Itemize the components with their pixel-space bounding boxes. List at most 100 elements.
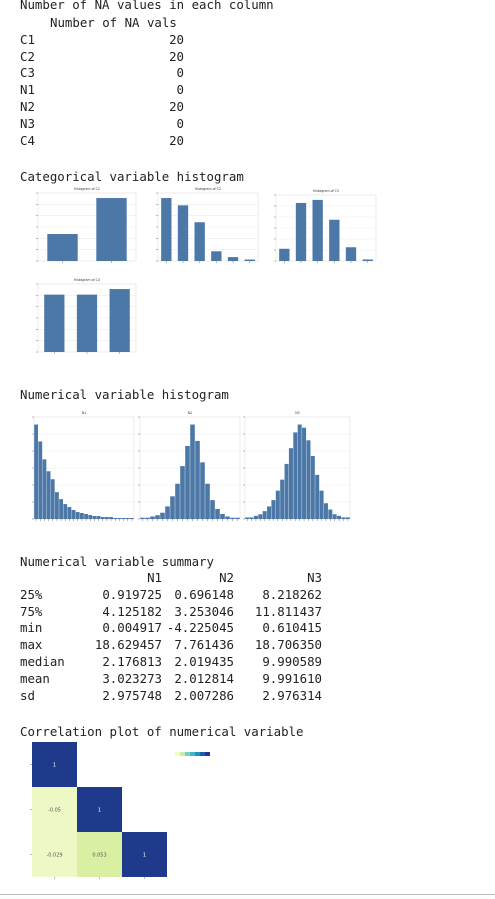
summary-table-row: 25% 0.919725 0.696148 8.218262 [20, 587, 322, 604]
summary-table: N1 N2 N3 25% 0.919725 0.696148 8.218262 75% 4.1… [20, 570, 322, 704]
histogram-bar [194, 222, 205, 261]
histogram-bar [185, 445, 190, 519]
correlation-heatmap: 1 -0.05 1 -0.029 0.053 1 [30, 742, 210, 879]
histogram-bar [47, 234, 78, 261]
summary-cell: -4.225045 [166, 620, 234, 636]
summary-section-title: Numerical variable summary [20, 554, 214, 569]
na-table-row: N1 0 [20, 82, 184, 99]
heatmap-cell-fill [32, 787, 77, 832]
histogram-bar [96, 516, 101, 519]
summary-cell: 2.007286 [174, 687, 234, 703]
histogram-bar [88, 515, 93, 519]
histogram-bar [34, 424, 38, 519]
panel-title: Histogram of C2 [195, 187, 221, 191]
bottom-divider [0, 894, 495, 895]
summary-cell: 4.125182 [102, 603, 162, 619]
na-row-value: 20 [169, 98, 184, 114]
histogram-bar [235, 517, 240, 519]
histogram-bar [244, 259, 255, 261]
summary-cell: 8.218262 [262, 586, 322, 602]
heatmap-cell: 1 [122, 832, 167, 877]
na-table-row: C2 20 [20, 49, 184, 66]
histogram-bar [200, 462, 205, 519]
na-table-row: C1 20 [20, 32, 184, 49]
histogram-bar [84, 514, 88, 519]
histogram-bar [293, 432, 298, 519]
histogram-bar [100, 517, 105, 519]
heatmap-cell-fill [122, 832, 167, 877]
na-row-name: C3 [20, 65, 35, 81]
histogram-bar [180, 466, 185, 519]
summary-cell: 18.629457 [94, 637, 162, 653]
histogram-panel: Histogram of C3 [274, 189, 377, 263]
histogram-bar [362, 259, 373, 261]
na-row-value: 0 [176, 82, 184, 98]
summary-cell: 2.019435 [174, 653, 234, 669]
histogram-bar [275, 490, 280, 519]
histogram-bar [306, 440, 311, 519]
histogram-bar [67, 507, 72, 519]
correlation-section-title: Correlation plot of numerical variable [20, 724, 304, 739]
histogram-bar [310, 456, 315, 519]
histogram-bar [42, 459, 47, 519]
legend-swatch [200, 752, 205, 756]
na-section-title: Number of NA values in each column [20, 0, 274, 12]
histogram-bar [96, 198, 127, 261]
summary-cell: 3.253046 [174, 603, 234, 619]
summary-stat-label: sd [20, 687, 35, 703]
histogram-bar [161, 198, 172, 261]
histogram-bar [117, 518, 122, 519]
na-table-header: Number of NA vals [50, 15, 177, 30]
summary-stat-label: mean [20, 670, 50, 686]
na-table-row: N3 0 [20, 116, 184, 133]
summary-cell: 2.976314 [262, 687, 322, 703]
categorical-section-title: Categorical variable histogram [20, 169, 244, 184]
histogram-bar [258, 514, 263, 519]
summary-stat-label: median [20, 653, 65, 669]
histogram-bar [59, 499, 63, 519]
heatmap-cell: -0.029 [32, 832, 77, 877]
na-row-value: 20 [169, 132, 184, 148]
histogram-bar [302, 427, 307, 519]
histogram-bar [328, 509, 333, 519]
histogram-bar [63, 504, 68, 519]
na-row-name: C2 [20, 48, 35, 64]
histogram-bar [155, 515, 160, 519]
histogram-bar [145, 517, 150, 519]
summary-cell: 7.761436 [174, 637, 234, 653]
histogram-bar [125, 518, 130, 519]
histogram-bar [245, 517, 250, 519]
histogram-bar [150, 516, 155, 519]
na-table-row: C4 20 [20, 133, 184, 150]
histogram-bar [337, 515, 342, 519]
panel-title: N2 [188, 411, 192, 415]
summary-table-row: 75% 4.125182 3.253046 11.811437 [20, 604, 322, 621]
summary-table-row: mean 3.023273 2.012814 9.991610 [20, 671, 322, 688]
histogram-bar [345, 247, 357, 261]
na-row-value: 20 [169, 48, 184, 64]
na-table-row: N2 20 [20, 99, 184, 116]
legend-swatch [205, 752, 210, 756]
summary-stat-label: 75% [20, 603, 43, 619]
histogram-bar [210, 500, 215, 519]
histogram-bar [170, 496, 175, 519]
heatmap-cell-value: 1 [98, 808, 101, 814]
histogram-bar [177, 205, 189, 261]
na-row-name: C4 [20, 132, 35, 148]
histogram-bar [113, 518, 118, 519]
heatmap-cell-value: -0.05 [48, 808, 61, 814]
histogram-bar [160, 512, 165, 519]
numerical-section-title: Numerical variable histogram [20, 387, 229, 402]
histogram-bar [312, 199, 323, 261]
histogram-panel: Histogram of C1 [36, 187, 137, 263]
histogram-bar [38, 441, 43, 519]
histogram-bar [271, 500, 276, 519]
histogram-bar [109, 289, 130, 352]
histogram-bar [297, 424, 302, 519]
na-row-value: 0 [176, 115, 184, 131]
na-row-name: N1 [20, 82, 35, 98]
histogram-bar [319, 490, 324, 519]
heatmap-cell-value: 1 [53, 763, 56, 769]
heatmap-cell: 0.053 [77, 832, 122, 877]
summary-cell: 3.023273 [102, 670, 162, 686]
